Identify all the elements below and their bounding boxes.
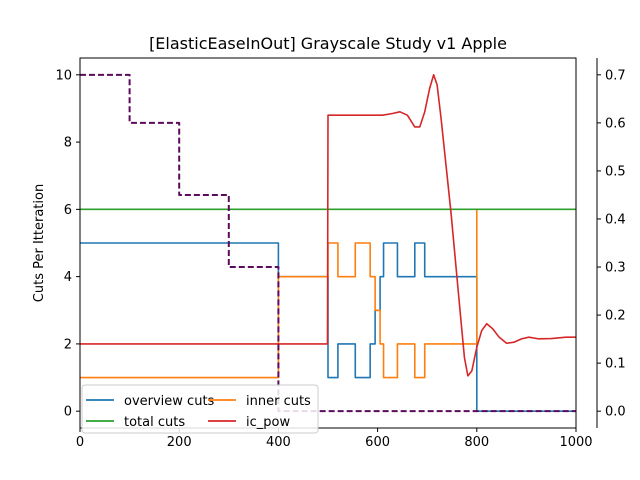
y2-tick-label: 0.6 [605, 116, 626, 131]
y2-axis-ticks: 0.0 0.1 0.2 0.3 0.4 0.5 0.6 0.7 [597, 68, 626, 420]
y-axis-label: Cuts Per Itteration [32, 184, 47, 302]
y2-tick-label: 0.4 [605, 212, 626, 227]
y2-tick-label: 0.2 [605, 309, 626, 324]
series-line-ic-pow [80, 74, 576, 377]
x-tick-label: 400 [266, 435, 291, 450]
y2-tick-label: 0.7 [605, 68, 626, 83]
y-tick-label: 0 [64, 405, 72, 420]
x-tick-label: 1000 [559, 435, 592, 450]
y-tick-label: 4 [64, 270, 72, 285]
legend-label-overview-cuts: overview cuts [124, 394, 215, 409]
x-tick-label: 800 [464, 435, 489, 450]
y2-tick-label: 0.0 [605, 405, 626, 420]
y-tick-label: 8 [64, 136, 72, 151]
y-tick-label: 2 [64, 337, 72, 352]
legend-label-total-cuts: total cuts [124, 415, 185, 430]
x-axis-ticks: 0 200 400 600 800 1000 [76, 428, 593, 450]
y2-tick-label: 0.5 [605, 164, 626, 179]
plot-area [80, 73, 576, 413]
plot-frame [79, 57, 577, 429]
legend-label-ic-pow: ic_pow [246, 415, 290, 430]
y-axis-ticks: 0 2 4 6 8 10 [55, 68, 80, 420]
y2-tick-label: 0.3 [605, 261, 626, 276]
x-tick-label: 0 [76, 435, 84, 450]
legend: overview cuts inner cuts total cuts ic_pow [81, 384, 319, 434]
legend-label-inner-cuts: inner cuts [246, 394, 311, 409]
y-tick-label: 6 [64, 203, 72, 218]
chart-title: [ElasticEaseInOut] Grayscale Study v1 Ap… [149, 34, 507, 53]
legend-frame [81, 384, 319, 434]
series-line-dashed-4 [80, 73, 576, 413]
y-tick-label: 10 [55, 68, 72, 83]
x-tick-label: 200 [167, 435, 192, 450]
x-tick-label: 600 [365, 435, 390, 450]
y2-tick-label: 0.1 [605, 357, 626, 372]
